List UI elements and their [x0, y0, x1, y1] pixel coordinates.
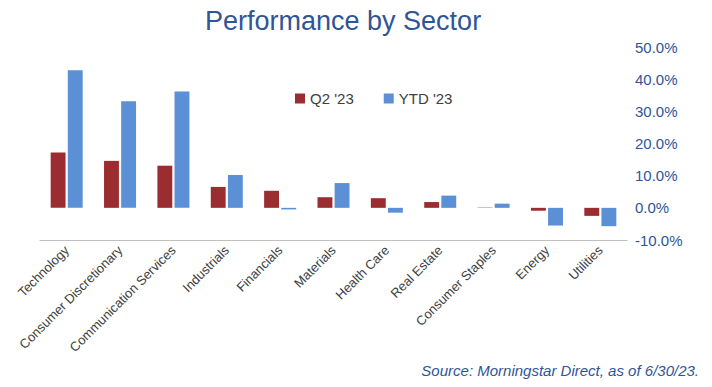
svg-text:Communication Services: Communication Services [67, 242, 180, 355]
svg-text:YTD '23: YTD '23 [399, 90, 453, 107]
svg-text:10.0%: 10.0% [635, 167, 678, 184]
svg-text:Utilities: Utilities [565, 242, 606, 283]
svg-text:Consumer Discretionary: Consumer Discretionary [16, 242, 125, 351]
svg-text:Energy: Energy [513, 242, 553, 282]
svg-text:Industrials: Industrials [180, 242, 233, 295]
svg-text:Health Care: Health Care [333, 243, 393, 303]
svg-text:0.0%: 0.0% [635, 199, 669, 216]
svg-text:50.0%: 50.0% [635, 39, 678, 56]
svg-text:Financials: Financials [233, 242, 285, 294]
svg-text:Technology: Technology [15, 242, 72, 299]
svg-text:Source: Morningstar Direct, as: Source: Morningstar Direct, as of 6/30/2… [421, 362, 699, 379]
svg-text:Materials: Materials [291, 242, 339, 290]
svg-text:Performance by Sector: Performance by Sector [205, 6, 481, 36]
svg-text:Q2 '23: Q2 '23 [310, 90, 354, 107]
svg-text:-10.0%: -10.0% [635, 232, 683, 249]
svg-text:40.0%: 40.0% [635, 71, 678, 88]
svg-text:30.0%: 30.0% [635, 103, 678, 120]
svg-text:Consumer Staples: Consumer Staples [413, 242, 499, 328]
svg-text:Real Estate: Real Estate [387, 243, 445, 301]
svg-text:20.0%: 20.0% [635, 135, 678, 152]
